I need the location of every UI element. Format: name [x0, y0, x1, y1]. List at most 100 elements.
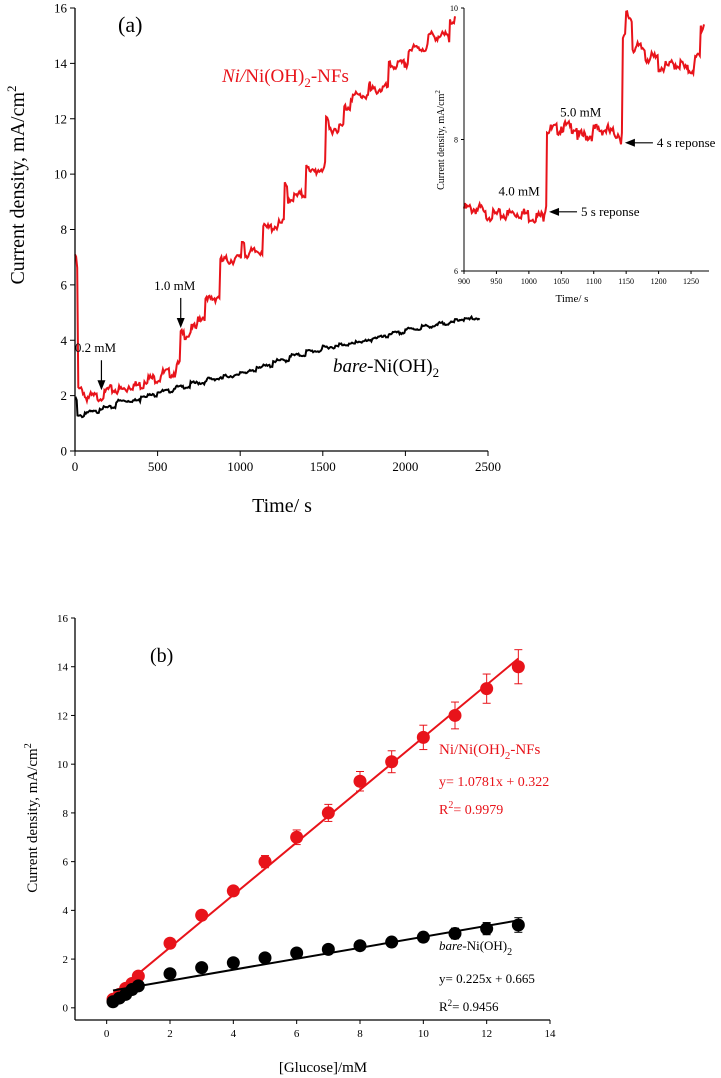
data-point-bare	[195, 961, 209, 975]
panel-a-y-tick-label: 10	[54, 167, 67, 182]
inset-x-tick-label: 1150	[618, 277, 634, 286]
annotation-arrow-head	[97, 380, 106, 391]
panel-b-x-tick-label: 14	[545, 1028, 557, 1040]
legend-bare-name: bare-Ni(OH)2	[439, 938, 512, 958]
panel-a-y-axis-title: Current density, mA/cm2	[4, 85, 29, 284]
data-point-ni-nfs	[511, 660, 525, 674]
panel-a-y-tick-label: 6	[61, 277, 68, 292]
panel-b-x-tick-label: 12	[481, 1028, 492, 1040]
data-point-ni-nfs	[448, 708, 462, 722]
panel-a-series	[74, 16, 481, 419]
data-point-bare	[416, 930, 430, 944]
panel-a-x-tick-label: 1000	[227, 459, 253, 474]
data-point-ni-nfs	[321, 806, 335, 820]
concentration-label: 1.0 mM	[154, 278, 196, 293]
data-point-ni-nfs	[290, 830, 304, 844]
inset-series	[463, 9, 705, 224]
series-line-ni-nfs	[74, 16, 456, 405]
panel-b-y-tick-label: 2	[63, 954, 69, 966]
response-time-label: 4 s reponse	[657, 135, 716, 150]
legend-bare-r2: R2= 0.9456	[439, 998, 499, 1014]
panel-a-x-tick-label: 0	[72, 459, 79, 474]
panel-b-x-tick-label: 8	[357, 1028, 363, 1040]
data-point-bare	[290, 946, 304, 960]
panel-b-x-tick-label: 0	[104, 1028, 110, 1040]
data-point-ni-nfs	[258, 855, 272, 869]
panel-b-y-tick-label: 4	[63, 905, 69, 917]
panel-a-y-tick-label: 4	[61, 333, 68, 348]
data-point-bare	[226, 956, 240, 970]
panel-a-x-tick-label: 1500	[310, 459, 336, 474]
panel-a-y-tick-label: 12	[54, 111, 67, 126]
inset-x-tick-label: 1000	[521, 277, 537, 286]
series-line-bare	[74, 314, 481, 419]
inset-x-tick-label: 900	[458, 277, 470, 286]
inset-y-axis-title: Current density, mA/cm2	[434, 90, 447, 190]
data-point-ni-nfs	[416, 730, 430, 744]
data-point-bare	[258, 951, 272, 965]
data-point-ni-nfs	[131, 969, 145, 983]
data-point-bare	[163, 967, 177, 981]
panel-a-x-tick-label: 2500	[475, 459, 501, 474]
panel-a: (a) 0 500 1000 1500 2000 2500 0 2 4 6 8 10 12 14 16 0…	[4, 1, 716, 517]
response-arrow-head	[624, 138, 635, 147]
panel-b-x-tick-label: 4	[231, 1028, 237, 1040]
inset-concentration-label: 4.0 mM	[499, 183, 541, 198]
panel-a-y-ticks: 0 2 4 6 8 10 12 14 16	[54, 1, 75, 459]
inset-x-tick-label: 1050	[553, 277, 569, 286]
panel-a-x-axis-title: Time/ s	[252, 495, 312, 517]
panel-a-x-tick-label: 2000	[392, 459, 418, 474]
panel-a-x-ticks: 0 500 1000 1500 2000 2500	[72, 451, 501, 474]
data-point-bare	[480, 922, 494, 936]
panel-a-y-tick-label: 8	[61, 222, 68, 237]
data-point-bare	[321, 942, 335, 956]
panel-b-x-axis-title: [Glucose]/mM	[279, 1060, 367, 1076]
panel-a-x-tick-label: 500	[148, 459, 168, 474]
data-point-bare	[353, 939, 367, 953]
concentration-label: 0.2 mM	[75, 340, 117, 355]
panel-b-y-tick-label: 10	[57, 759, 69, 771]
data-point-bare	[511, 918, 525, 932]
panel-a-y-tick-label: 0	[61, 444, 68, 459]
data-point-bare	[385, 935, 399, 949]
inset-chart: 900 950 1000 1050 1100 1150 1200 1250 6 8 10 4.0 …	[434, 4, 716, 305]
data-point-ni-nfs	[480, 682, 494, 696]
legend-ni-nfs-r2: R2= 0.9979	[439, 800, 503, 818]
inset-series-line	[463, 9, 705, 224]
response-time-label: 5 s reponse	[581, 204, 640, 219]
legend-ni-nfs-name: Ni/Ni(OH)2-NFs	[439, 742, 540, 762]
inset-y-tick-label: 6	[454, 267, 458, 276]
data-point-ni-nfs	[353, 774, 367, 788]
panel-b-y-tick-label: 16	[57, 613, 69, 625]
inset-concentration-label: 5.0 mM	[560, 104, 602, 119]
legend-ni-nfs-equation: y= 1.0781x + 0.322	[439, 775, 549, 790]
panel-b-y-ticks: 0 2 4 6 8 10 12 14 16	[57, 613, 75, 1015]
data-point-bare	[131, 979, 145, 993]
legend-bare-equation: y= 0.225x + 0.665	[439, 971, 535, 986]
panel-b-series	[106, 649, 525, 1009]
panel-a-y-tick-label: 16	[54, 1, 68, 16]
series-label-bare: bare-Ni(OH)2	[333, 356, 439, 380]
data-point-ni-nfs	[226, 884, 240, 898]
inset-x-ticks: 900 950 1000 1050 1100 1150 1200 1250	[458, 271, 699, 286]
panel-b: (b) 0 2 4 6 8 10 12 14 0 2 4 6 8 10 12 14 16 [Glucose]/…	[23, 613, 556, 1076]
inset-y-tick-label: 8	[454, 135, 458, 144]
panel-b-label: (b)	[150, 645, 173, 667]
data-point-ni-nfs	[195, 908, 209, 922]
annotation-arrow-head	[176, 317, 185, 328]
panel-b-y-tick-label: 12	[57, 710, 68, 722]
panel-a-annotations: 0.2 mM 1.0 mM	[75, 278, 196, 391]
inset-x-tick-label: 1250	[683, 277, 699, 286]
inset-annotations: 4.0 mM 5.0 mM 5 s reponse 4 s reponse	[499, 104, 716, 218]
data-point-ni-nfs	[163, 936, 177, 950]
panel-b-x-tick-label: 6	[294, 1028, 300, 1040]
panel-b-y-tick-label: 6	[63, 856, 69, 868]
panel-b-x-tick-label: 2	[167, 1028, 173, 1040]
panel-b-y-axis-title: Current density, mA/cm2	[23, 743, 41, 892]
data-point-ni-nfs	[385, 755, 399, 769]
data-point-bare	[448, 927, 462, 941]
panel-a-y-tick-label: 2	[61, 388, 68, 403]
panel-b-y-tick-label: 14	[57, 662, 69, 674]
panel-b-y-tick-label: 0	[63, 1003, 69, 1015]
